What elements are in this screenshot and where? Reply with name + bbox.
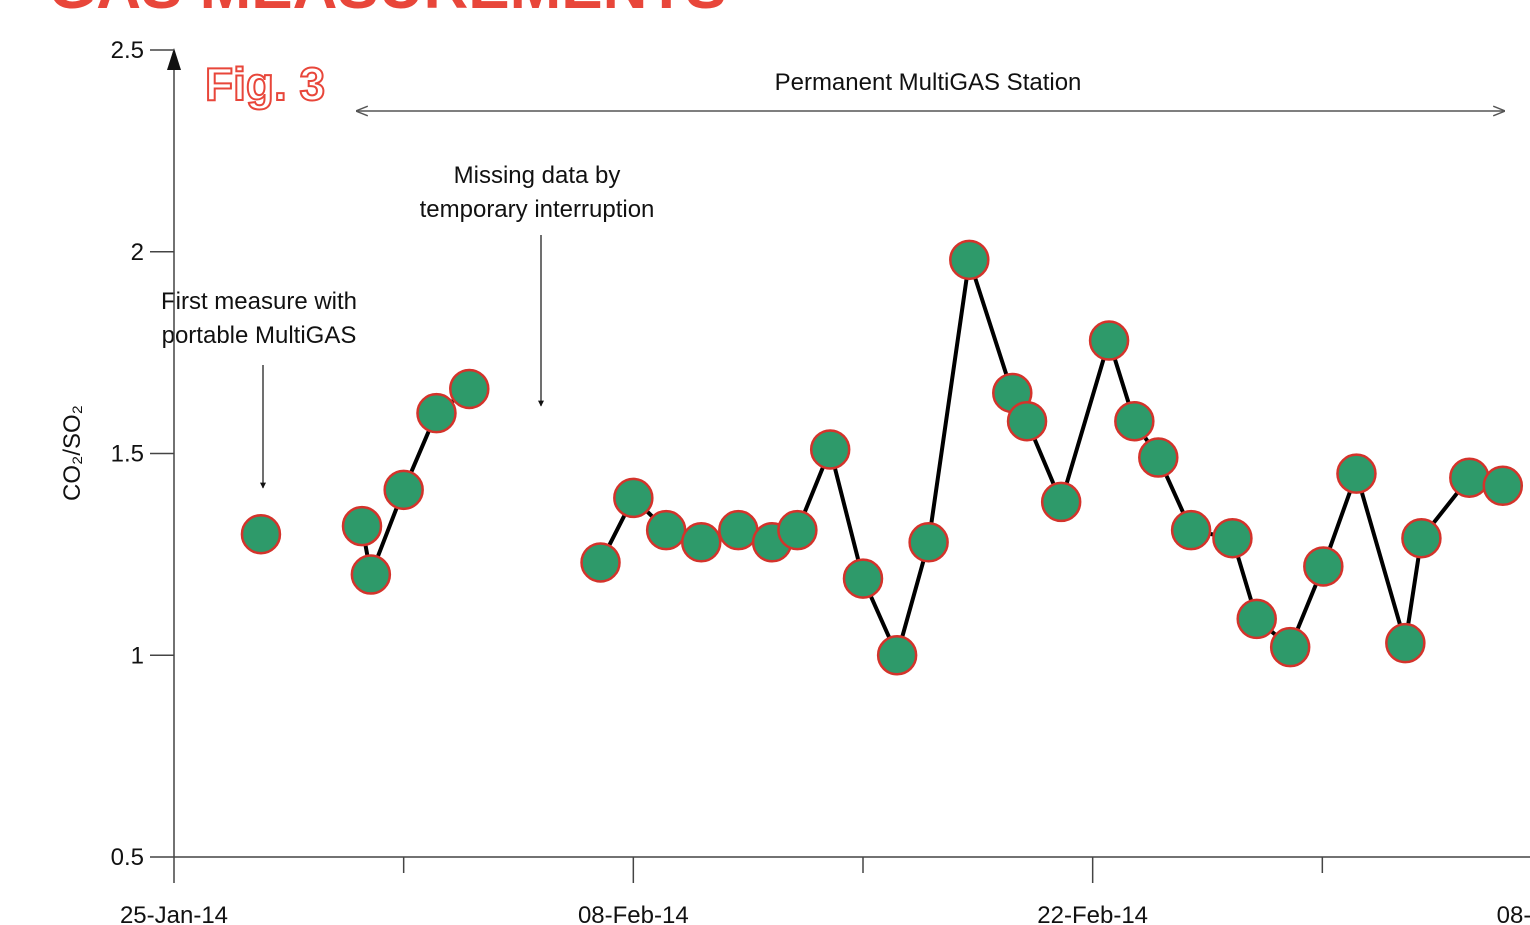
x-tick-label: 08-Feb-14: [578, 902, 689, 925]
data-point: [1138, 437, 1179, 478]
data-point: [1040, 481, 1082, 523]
data-point: [1006, 400, 1048, 442]
data-point: [1114, 400, 1155, 442]
data-point: [1482, 465, 1524, 507]
y-tick-label: 2.5: [111, 37, 144, 64]
annotation: Permanent MultiGAS Station: [775, 69, 1082, 96]
data-point: [350, 554, 392, 595]
data-point: [1303, 546, 1344, 587]
data-point: [1236, 598, 1277, 640]
data-point: [876, 635, 918, 676]
x-tick-label: 22-Feb-14: [1037, 902, 1148, 925]
data-point: [680, 522, 722, 563]
annotation: portable MultiGAS: [162, 322, 357, 349]
data-point: [416, 392, 457, 434]
data-point: [1336, 453, 1377, 494]
data-point: [240, 513, 282, 555]
data-point: [1401, 517, 1442, 559]
data-point: [777, 509, 818, 551]
data-point: [1212, 517, 1253, 559]
data-point: [1170, 509, 1212, 551]
data-point: [645, 509, 687, 551]
annotation: temporary interruption: [420, 196, 655, 223]
data-point: [580, 542, 621, 583]
y-axis-arrow: [167, 48, 181, 70]
data-point: [1269, 626, 1311, 668]
data-point: [842, 558, 884, 599]
data-point: [949, 239, 990, 281]
data-point: [341, 505, 383, 547]
data-point: [383, 469, 424, 511]
x-tick-label: 25-Jan-14: [120, 902, 228, 925]
y-tick-label: 2: [131, 239, 144, 266]
y-axis-label: CO₂/SO₂: [59, 405, 86, 501]
y-tick-label: 0.5: [111, 844, 144, 871]
y-tick-label: 1.5: [111, 441, 144, 468]
figure-label: Fig. 3: [205, 58, 325, 110]
data-point: [1088, 320, 1130, 361]
y-tick-label: 1: [131, 642, 144, 669]
title: GAS MEASUREMENTS: [48, 0, 727, 22]
data-point: [1385, 622, 1426, 664]
data-point: [1449, 457, 1490, 498]
data-point: [613, 477, 654, 519]
annotation: First measure with: [161, 288, 357, 315]
data-point: [809, 429, 851, 470]
x-tick-label: 08-Mar-14: [1497, 902, 1530, 925]
data-point: [718, 509, 759, 551]
data-point: [449, 368, 490, 410]
annotation: Missing data by: [454, 162, 621, 189]
data-point: [908, 522, 949, 563]
